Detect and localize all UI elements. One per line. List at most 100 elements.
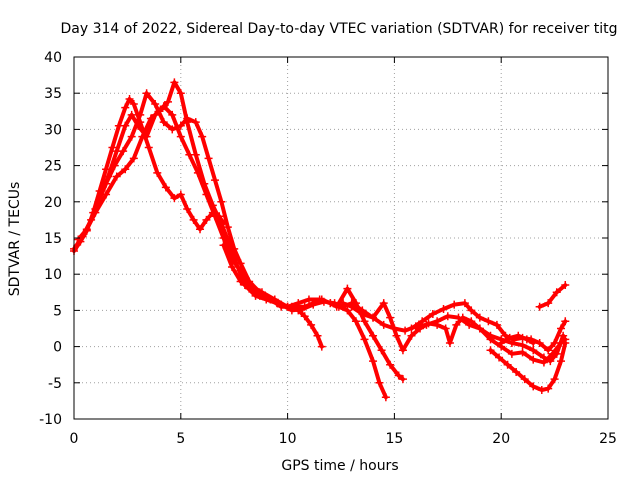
data-point <box>151 100 160 109</box>
data-point <box>200 179 209 188</box>
data-point <box>518 348 527 357</box>
data-point <box>138 132 147 141</box>
data-point <box>236 277 245 286</box>
data-point <box>544 384 553 393</box>
data-point <box>360 335 369 344</box>
data-point <box>183 205 192 214</box>
data-point <box>539 358 548 367</box>
data-point <box>217 219 226 228</box>
data-point <box>544 346 553 355</box>
data-point <box>467 317 476 326</box>
x-axis-label: GPS time / hours <box>281 458 398 474</box>
data-point <box>127 110 136 119</box>
data-point <box>208 201 217 210</box>
data-point <box>424 319 433 328</box>
data-point <box>304 295 313 304</box>
data-point <box>153 168 162 177</box>
data-point <box>129 100 138 109</box>
data-point <box>550 375 559 384</box>
data-point <box>191 150 200 159</box>
data-point <box>443 312 452 321</box>
y-tick-label: -10 <box>39 412 62 428</box>
data-point <box>217 197 226 206</box>
data-point <box>108 143 117 152</box>
data-point <box>102 179 111 188</box>
y-tick-label: -5 <box>48 376 62 392</box>
data-point <box>369 357 378 366</box>
data-point <box>161 183 170 192</box>
data-point <box>176 121 185 130</box>
data-point <box>223 223 232 232</box>
data-point <box>460 299 469 308</box>
data-point <box>407 331 416 340</box>
data-point <box>343 284 352 293</box>
data-point <box>317 342 326 351</box>
data-point <box>189 215 198 224</box>
data-point <box>183 114 192 123</box>
data-point <box>198 132 207 141</box>
data-point <box>144 143 153 152</box>
data-point <box>219 241 228 250</box>
series-track-10 <box>535 281 570 311</box>
data-point <box>176 132 185 141</box>
data-point <box>439 304 448 313</box>
data-point <box>386 360 395 369</box>
data-point <box>445 338 454 347</box>
data-point <box>287 306 296 315</box>
data-point <box>230 244 239 253</box>
data-point <box>518 341 527 350</box>
data-point <box>168 125 177 134</box>
y-tick-label: 15 <box>44 231 62 247</box>
data-point <box>377 346 386 355</box>
data-point <box>505 333 514 342</box>
data-point <box>74 235 83 244</box>
data-point <box>544 299 553 308</box>
series-track-line <box>537 283 568 309</box>
data-point <box>202 215 211 224</box>
data-point <box>548 349 557 358</box>
x-tick-label: 0 <box>70 431 79 447</box>
x-axis-ticks: 0 5 10 15 20 25 <box>70 57 617 447</box>
data-point <box>245 284 254 293</box>
data-point <box>428 310 437 319</box>
y-axis-label: SDTVAR / TECUs <box>7 182 23 297</box>
data-point <box>168 110 177 119</box>
data-point <box>557 357 566 366</box>
data-point <box>360 317 369 326</box>
data-point <box>170 194 179 203</box>
data-point <box>520 375 529 384</box>
data-point <box>557 324 566 333</box>
data-point <box>398 375 407 384</box>
data-point <box>529 382 538 391</box>
data-point <box>127 132 136 141</box>
chart-title: Day 314 of 2022, Sidereal Day-to-day VTE… <box>61 21 618 37</box>
data-point <box>550 338 559 347</box>
data-point <box>146 114 155 123</box>
series-track-9 <box>497 331 538 347</box>
y-tick-label: 20 <box>44 195 62 211</box>
data-point <box>386 313 395 322</box>
data-point <box>210 176 219 185</box>
data-point <box>537 386 546 395</box>
data-point <box>245 277 254 286</box>
data-point <box>552 288 561 297</box>
data-point <box>418 317 427 326</box>
data-point <box>121 103 130 112</box>
series-track-line <box>76 80 405 382</box>
x-tick-label: 5 <box>176 431 185 447</box>
data-point <box>458 313 467 322</box>
data-point <box>119 147 128 156</box>
y-tick-label: 40 <box>44 50 62 66</box>
grid-lines <box>74 57 608 419</box>
data-point <box>82 225 91 234</box>
y-tick-label: 35 <box>44 86 62 102</box>
data-point <box>503 360 512 369</box>
data-point <box>351 317 360 326</box>
data-point <box>319 297 328 306</box>
data-point <box>433 320 442 329</box>
data-point <box>121 121 130 130</box>
data-point <box>309 300 318 309</box>
data-point <box>475 324 484 333</box>
data-point <box>512 367 521 376</box>
data-point <box>298 304 307 313</box>
